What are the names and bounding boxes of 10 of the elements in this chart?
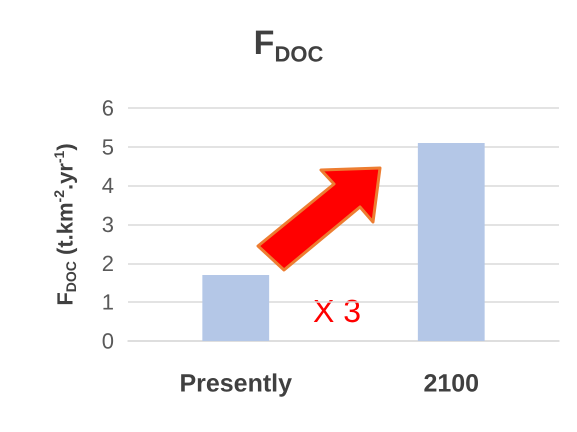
x-tick-label: Presently bbox=[179, 370, 292, 398]
y-axis-title: FDOC (t.km-2.yr-1) bbox=[51, 143, 79, 306]
y-tick-label: 3 bbox=[102, 212, 114, 237]
y-tick-label: 0 bbox=[102, 328, 114, 354]
y-tick-label: 2 bbox=[102, 250, 114, 276]
y-tick-label: 4 bbox=[102, 173, 114, 198]
y-tick-label: 6 bbox=[102, 96, 114, 120]
x-tick-label: 2100 bbox=[423, 370, 480, 398]
y-tick-label: 5 bbox=[102, 134, 114, 160]
y-tick-label: 1 bbox=[102, 290, 114, 315]
